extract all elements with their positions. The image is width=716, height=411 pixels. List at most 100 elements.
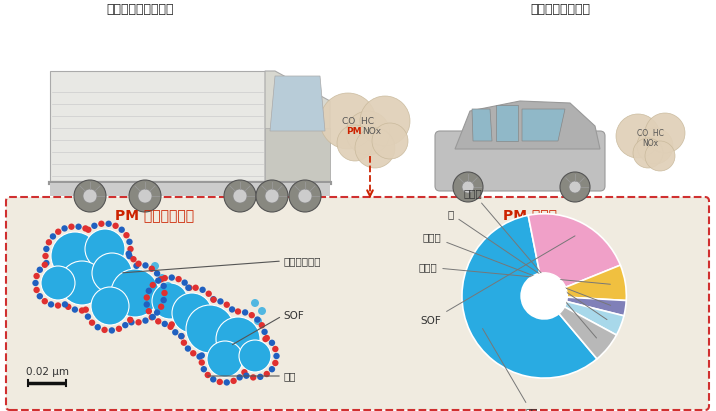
Circle shape — [42, 261, 48, 268]
Circle shape — [231, 378, 237, 384]
Circle shape — [158, 303, 164, 310]
Circle shape — [89, 319, 95, 326]
Circle shape — [236, 374, 243, 381]
Text: サルフェート: サルフェート — [283, 256, 321, 266]
Circle shape — [68, 224, 74, 230]
Circle shape — [251, 299, 259, 307]
Circle shape — [250, 374, 256, 381]
Circle shape — [74, 180, 106, 212]
Text: 硝酸塩: 硝酸塩 — [419, 262, 610, 284]
Circle shape — [37, 267, 43, 273]
Circle shape — [51, 232, 99, 280]
Text: CO  HC: CO HC — [342, 116, 374, 125]
Circle shape — [645, 141, 675, 171]
Circle shape — [85, 229, 125, 269]
Wedge shape — [564, 302, 624, 335]
Circle shape — [272, 346, 279, 352]
Polygon shape — [50, 183, 330, 196]
Circle shape — [158, 276, 164, 282]
Circle shape — [211, 296, 217, 302]
Circle shape — [186, 305, 234, 353]
Circle shape — [62, 225, 68, 232]
Circle shape — [49, 233, 56, 240]
Circle shape — [127, 316, 133, 323]
Polygon shape — [472, 109, 492, 141]
Circle shape — [83, 189, 97, 203]
Circle shape — [161, 290, 168, 296]
Circle shape — [346, 111, 390, 155]
Circle shape — [569, 181, 581, 193]
Circle shape — [138, 189, 152, 203]
Text: CO  HC: CO HC — [637, 129, 664, 139]
Circle shape — [223, 379, 230, 386]
Circle shape — [92, 253, 132, 293]
Circle shape — [135, 319, 142, 326]
Circle shape — [257, 374, 263, 380]
Circle shape — [46, 239, 52, 245]
Circle shape — [154, 309, 160, 316]
Circle shape — [126, 253, 132, 259]
Polygon shape — [522, 109, 565, 141]
Circle shape — [160, 283, 167, 289]
Circle shape — [125, 251, 132, 257]
Circle shape — [164, 282, 172, 290]
Circle shape — [168, 275, 175, 281]
Circle shape — [34, 287, 40, 293]
Circle shape — [168, 323, 174, 330]
Text: その他: その他 — [464, 188, 596, 338]
Circle shape — [155, 318, 161, 325]
Circle shape — [95, 324, 101, 330]
Circle shape — [248, 312, 255, 319]
Circle shape — [65, 304, 72, 310]
Circle shape — [178, 333, 185, 339]
Circle shape — [150, 314, 156, 320]
Wedge shape — [566, 265, 626, 300]
Polygon shape — [265, 71, 330, 183]
Circle shape — [256, 180, 288, 212]
Circle shape — [150, 282, 156, 288]
Circle shape — [224, 180, 256, 212]
Circle shape — [152, 283, 188, 319]
Circle shape — [91, 287, 129, 325]
Circle shape — [263, 371, 270, 377]
Circle shape — [60, 261, 104, 305]
Circle shape — [75, 224, 82, 230]
Circle shape — [521, 273, 567, 319]
Circle shape — [128, 319, 135, 326]
Circle shape — [79, 307, 85, 314]
Circle shape — [274, 353, 280, 359]
Circle shape — [148, 266, 155, 272]
Circle shape — [205, 372, 211, 378]
Circle shape — [235, 308, 241, 315]
Text: NOx: NOx — [642, 139, 658, 148]
Circle shape — [55, 302, 61, 309]
Circle shape — [34, 273, 40, 279]
Circle shape — [616, 114, 660, 158]
Circle shape — [190, 350, 196, 356]
Wedge shape — [462, 215, 597, 378]
Circle shape — [196, 353, 203, 360]
Circle shape — [355, 128, 395, 168]
FancyBboxPatch shape — [265, 128, 330, 183]
Circle shape — [116, 326, 122, 332]
Circle shape — [42, 253, 49, 259]
FancyBboxPatch shape — [50, 71, 265, 181]
Circle shape — [205, 291, 212, 297]
Circle shape — [144, 301, 150, 308]
Circle shape — [82, 225, 89, 232]
Circle shape — [172, 329, 178, 335]
Circle shape — [145, 308, 152, 314]
Circle shape — [241, 369, 248, 375]
Circle shape — [91, 223, 97, 229]
Circle shape — [229, 306, 236, 313]
Circle shape — [263, 335, 270, 341]
Circle shape — [48, 301, 54, 307]
Circle shape — [55, 229, 62, 235]
Circle shape — [109, 327, 115, 334]
Circle shape — [186, 284, 193, 291]
Text: ガソリンエンジン: ガソリンエンジン — [530, 3, 590, 16]
Text: スス: スス — [283, 371, 296, 381]
Circle shape — [62, 301, 68, 307]
Circle shape — [123, 232, 130, 238]
Circle shape — [217, 298, 223, 305]
